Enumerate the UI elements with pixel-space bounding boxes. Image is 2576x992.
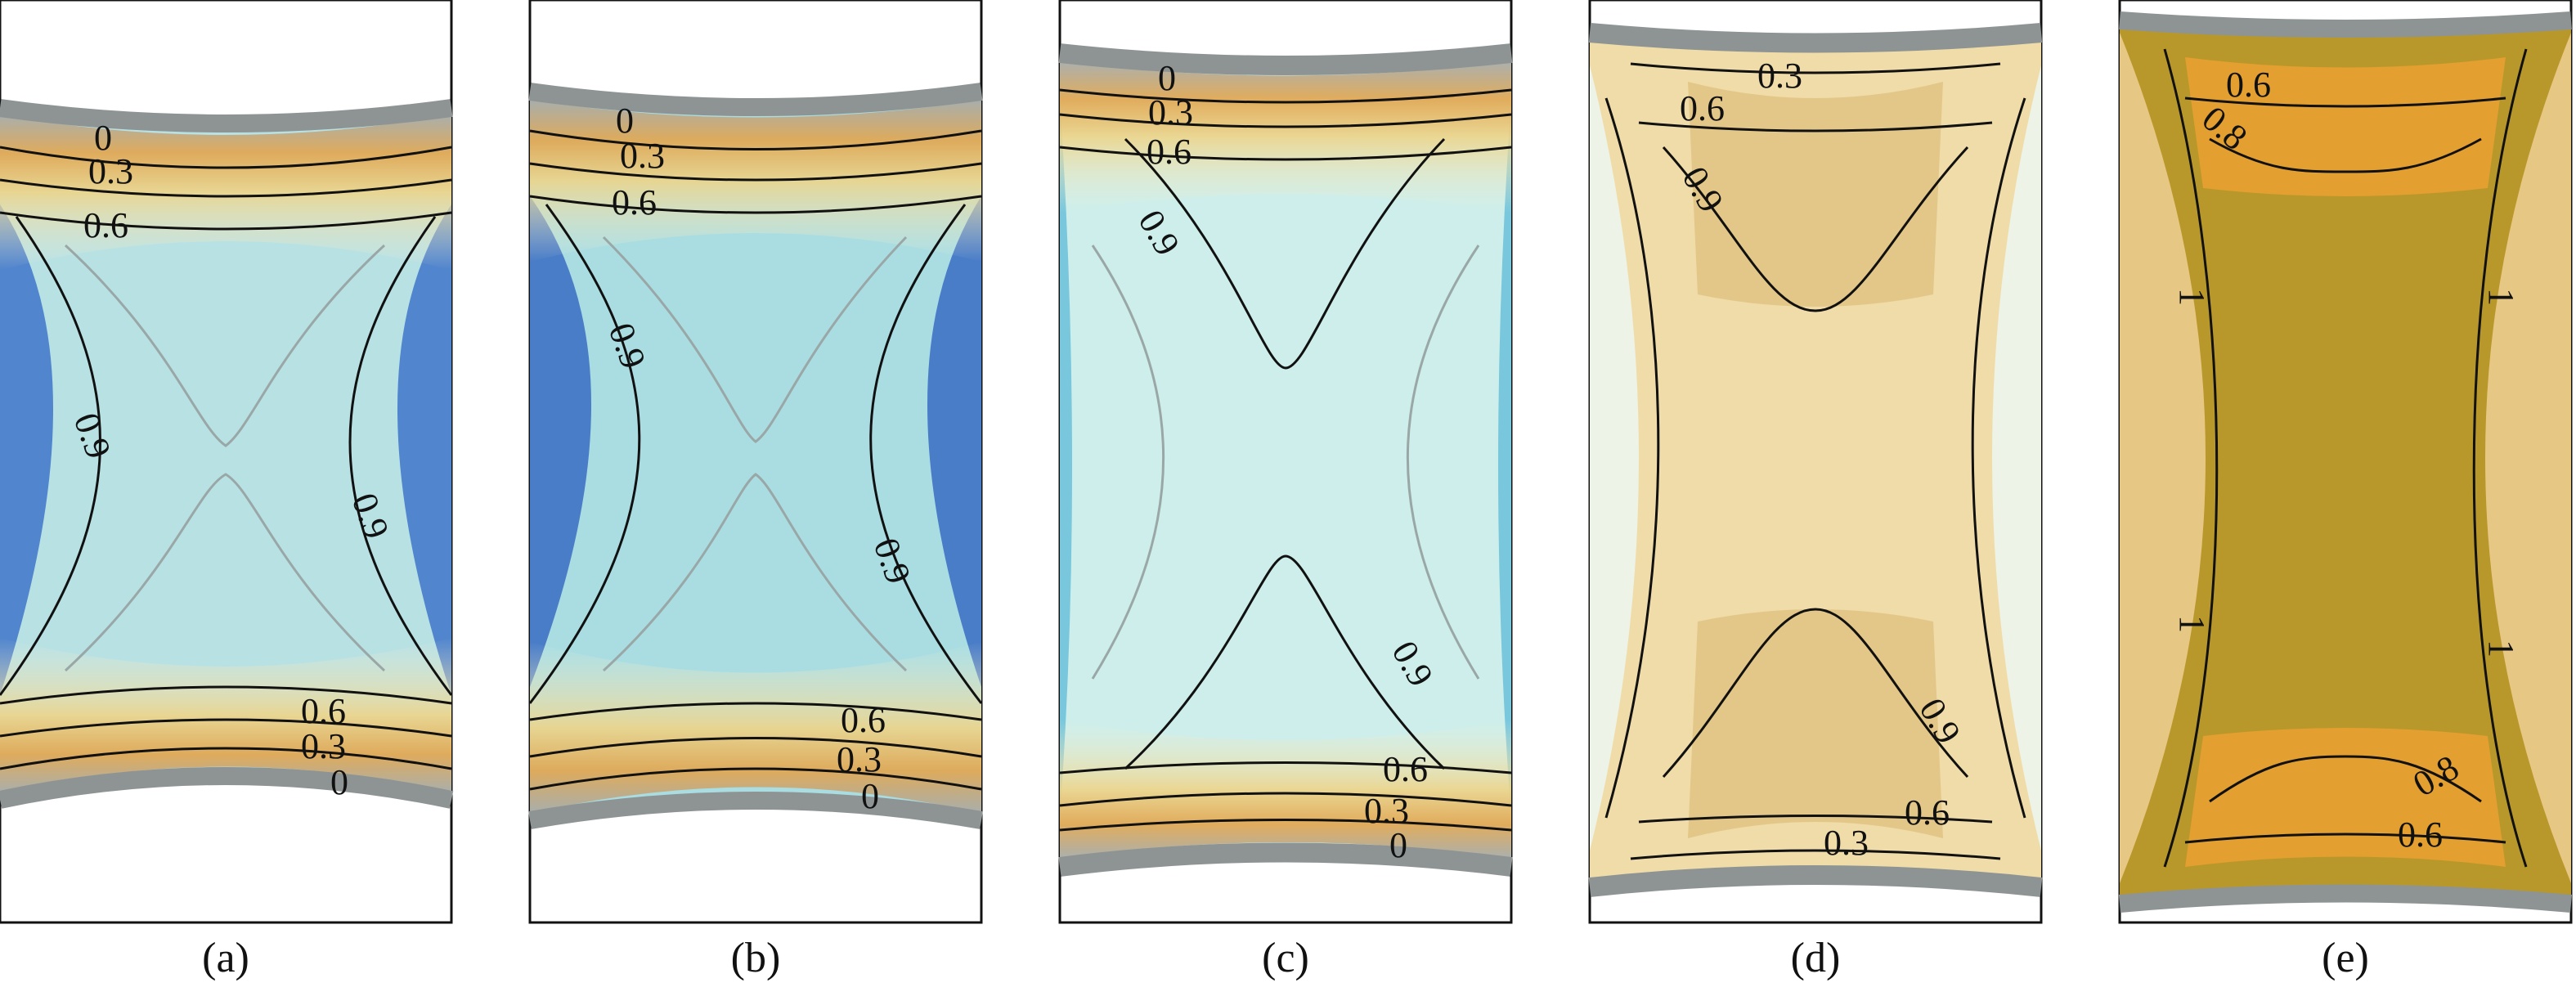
panel-b: 0 0.3 0.6 0.9 0.9 0.6 0.3 0 <box>528 0 983 924</box>
label-d-b03: 0.3 <box>1824 823 1869 863</box>
label-d-03: 0.3 <box>1757 56 1802 96</box>
panel-d: 0.3 0.6 0.9 0.9 0.6 0.3 <box>1588 0 2043 924</box>
label-b-b0: 0 <box>861 776 879 816</box>
label-c-b0: 0 <box>1389 825 1407 865</box>
caption-c: (c) <box>1262 935 1309 981</box>
label-e-06: 0.6 <box>2226 65 2271 105</box>
side-lobe-left-d <box>1590 65 1639 851</box>
side-lobe-right-e <box>2485 33 2571 883</box>
side-lobe-right-d <box>1992 65 2041 851</box>
label-d-b06: 0.6 <box>1905 792 1950 833</box>
label-c-06: 0.6 <box>1147 132 1192 172</box>
side-lobe-right-b <box>927 196 981 687</box>
label-e-side-left-bottom: 1 <box>2172 615 2212 633</box>
panel-c: 0 0.3 0.6 0.9 0.9 0.6 0.3 0 <box>1058 0 1513 924</box>
label-a-b06: 0.6 <box>301 691 346 731</box>
label-a-06: 0.6 <box>83 205 128 245</box>
fluid-region-a <box>0 108 451 800</box>
label-b-06: 0.6 <box>612 182 657 222</box>
label-a-b03: 0.3 <box>301 726 346 766</box>
label-d-06: 0.6 <box>1680 88 1725 128</box>
label-b-b06: 0.6 <box>841 700 886 740</box>
label-b-03: 0.3 <box>620 136 665 176</box>
label-c-0: 0 <box>1158 58 1176 98</box>
label-e-side-right-bottom: 1 <box>2481 640 2521 658</box>
side-lobe-right-a <box>397 204 451 695</box>
side-lobe-left-a <box>0 204 53 695</box>
panel-a: 0 0.3 0.6 0.9 0.9 0.6 0.3 0 <box>0 0 454 924</box>
label-b-0: 0 <box>616 101 634 141</box>
label-b-b03: 0.3 <box>837 739 882 779</box>
label-c-03: 0.3 <box>1148 92 1193 132</box>
label-e-b06: 0.6 <box>2398 815 2443 855</box>
label-c-b03: 0.3 <box>1364 791 1409 831</box>
label-a-b0: 0 <box>330 762 348 802</box>
label-e-side-right-top: 1 <box>2481 288 2521 306</box>
side-lobe-left-c <box>1060 98 1072 818</box>
side-lobe-left-e <box>2120 33 2206 883</box>
label-a-03: 0.3 <box>88 151 133 191</box>
fluid-region-c <box>1060 53 1511 867</box>
fluid-region-b <box>530 92 981 820</box>
label-c-b06: 0.6 <box>1383 749 1428 789</box>
side-lobe-left-b <box>530 196 591 687</box>
panel-e: 0.6 0.8 1 1 1 1 0.8 0.6 <box>2118 0 2573 924</box>
label-e-side-left-top: 1 <box>2172 288 2212 306</box>
fluid-region-e <box>2120 20 2571 904</box>
caption-a: (a) <box>202 935 249 981</box>
label-a-0: 0 <box>94 118 112 158</box>
caption-e: (e) <box>2322 935 2369 981</box>
side-lobe-right-c <box>1498 98 1511 818</box>
caption-b: (b) <box>731 935 781 981</box>
caption-d: (d) <box>1791 935 1841 981</box>
